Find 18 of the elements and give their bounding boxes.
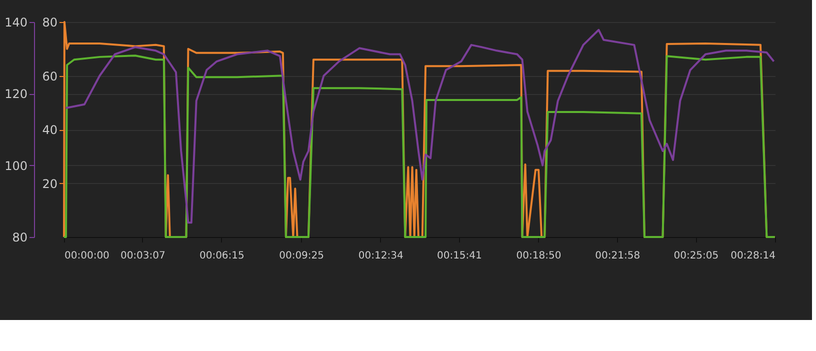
y-tick-label: 60 [42,69,58,84]
y2-tick-label: 140 [4,16,28,30]
x-tick-label: 00:28:14 [730,250,776,262]
x-tick-label: 00:09:25 [279,250,324,262]
x-tick-label: 00:25:05 [674,250,719,262]
y2-tick-label: 100 [4,158,28,173]
x-tick-label: 00:03:07 [120,250,166,262]
y-tick-label: 40 [42,123,58,137]
x-tick-label: 00:00:00 [64,250,110,262]
y-tick-label: 80 [42,16,58,30]
y-tick-label: 20 [42,176,58,191]
x-tick-label: 00:18:50 [516,250,562,262]
x-tick-label: 00:12:34 [358,250,404,262]
x-tick-label: 00:15:41 [436,250,482,262]
x-tick-label: 00:21:58 [595,250,640,262]
y2-tick-label: 80 [12,230,28,244]
y2-tick-label: 120 [4,87,28,102]
x-tick-label: 00:06:15 [199,250,244,262]
